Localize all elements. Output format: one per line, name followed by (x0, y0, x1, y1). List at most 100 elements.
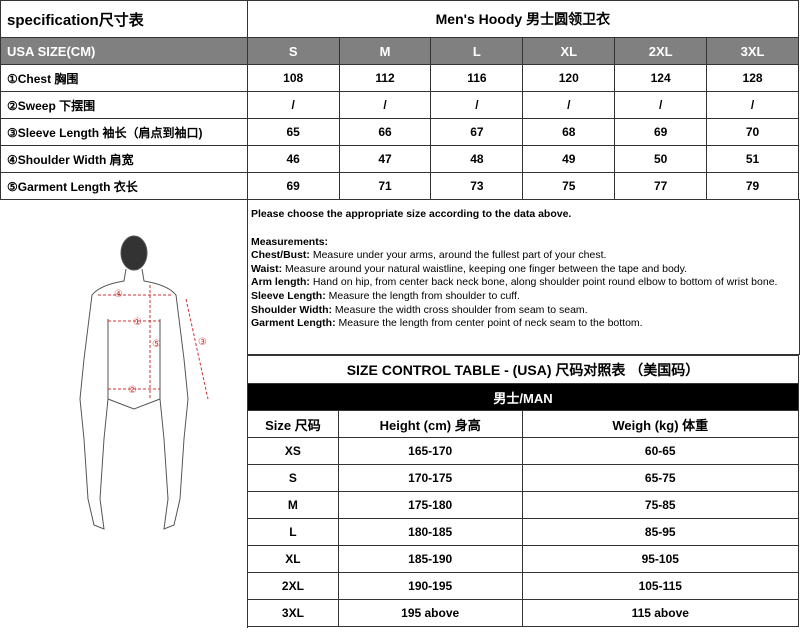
control-cell: 185-190 (337, 545, 523, 573)
control-cell: 195 above (337, 599, 523, 627)
spec-title: specification尺寸表 (0, 0, 248, 38)
control-cell: 165-170 (337, 437, 523, 465)
note-term: Sleeve Length: (251, 289, 326, 302)
note-item: Garment Length: Measure the length from … (251, 317, 796, 331)
row-value: 73 (430, 172, 524, 200)
table-row: S 170-175 65-75 (247, 464, 800, 492)
note-text: Measure the length from shoulder to cuff… (325, 289, 520, 302)
control-header: Size 尺码 (247, 410, 339, 438)
row-value: 71 (338, 172, 432, 200)
control-cell: 2XL (247, 572, 339, 600)
size-header-L: L (430, 37, 524, 65)
note-term: Chest/Bust: (251, 249, 310, 262)
control-cell: 180-185 (337, 518, 523, 546)
control-header: Weigh (kg) 体重 (521, 410, 800, 438)
size-header-XL: XL (522, 37, 616, 65)
note-item: Chest/Bust: Measure under your arms, aro… (251, 249, 796, 263)
row-value: 48 (430, 145, 524, 173)
row-value: / (338, 91, 432, 119)
table-row: ④Shoulder Width 肩宽 46 47 48 49 50 51 (0, 145, 799, 173)
control-cell: XL (247, 545, 339, 573)
table-row: ③Sleeve Length 袖长（肩点到袖口) 65 66 67 68 69 70 (0, 118, 799, 146)
control-cell: 95-105 (521, 545, 800, 573)
control-cell: XS (247, 437, 339, 465)
table-row: 3XL 195 above 115 above (247, 599, 800, 627)
row-value: / (706, 91, 799, 119)
control-cell: 175-180 (337, 491, 523, 519)
note-text: Measure around your natural waistline, k… (282, 262, 688, 275)
row-value: 70 (706, 118, 799, 146)
note-item: Sleeve Length: Measure the length from s… (251, 290, 796, 304)
size-header-3XL: 3XL (706, 37, 799, 65)
row-value: 67 (430, 118, 524, 146)
row-label: ④Shoulder Width 肩宽 (0, 145, 248, 173)
row-value: 46 (246, 145, 340, 173)
control-cell: 115 above (521, 599, 800, 627)
row-value: 112 (338, 64, 432, 92)
size-header-2XL: 2XL (614, 37, 708, 65)
control-group: 男士/MAN (247, 383, 799, 411)
control-cell: 60-65 (521, 437, 800, 465)
row-value: 51 (706, 145, 799, 173)
row-label: ⑤Garment Length 衣长 (0, 172, 248, 200)
size-header-M: M (338, 37, 432, 65)
control-title: SIZE CONTROL TABLE - (USA) 尺码对照表 （美国码） (247, 355, 799, 384)
note-text: Measure under your arms, around the full… (309, 249, 607, 262)
control-cell: M (247, 491, 339, 519)
row-value: 75 (522, 172, 616, 200)
marker-3: ③ (198, 337, 207, 348)
table-row: 2XL 190-195 105-115 (247, 572, 800, 600)
row-label: ③Sleeve Length 袖长（肩点到袖口) (0, 118, 248, 146)
control-cell: 105-115 (521, 572, 800, 600)
table-row: XS 165-170 60-65 (247, 437, 800, 465)
control-cell: 3XL (247, 599, 339, 627)
row-label: ②Sweep 下摆围 (0, 91, 248, 119)
control-cell: S (247, 464, 339, 492)
row-value: 77 (614, 172, 708, 200)
row-value: 68 (522, 118, 616, 146)
note-item: Arm length: Hand on hip, from center bac… (251, 276, 796, 290)
row-value: 79 (706, 172, 799, 200)
table-row: L 180-185 85-95 (247, 518, 800, 546)
marker-2: ② (128, 385, 137, 396)
row-label: ①Chest 胸围 (0, 64, 248, 92)
table-row: ①Chest 胸围 108 112 116 120 124 128 (0, 64, 799, 92)
size-header-S: S (246, 37, 340, 65)
notes-intro: Please choose the appropriate size accor… (251, 208, 572, 220)
row-value: 116 (430, 64, 524, 92)
marker-1: ① (133, 317, 142, 328)
row-value: 120 (522, 64, 616, 92)
row-value: / (246, 91, 340, 119)
measurement-notes: Please choose the appropriate size accor… (247, 199, 800, 355)
table-row: XL 185-190 95-105 (247, 545, 800, 573)
row-value: / (522, 91, 616, 119)
row-value: 47 (338, 145, 432, 173)
note-term: Arm length: (251, 276, 310, 289)
table-row: M 175-180 75-85 (247, 491, 800, 519)
row-value: / (614, 91, 708, 119)
row-value: / (430, 91, 524, 119)
row-value: 108 (246, 64, 340, 92)
row-value: 128 (706, 64, 799, 92)
row-value: 69 (614, 118, 708, 146)
note-item: Shoulder Width: Measure the width cross … (251, 304, 796, 318)
control-cell: 65-75 (521, 464, 800, 492)
marker-5: ⑤ (152, 339, 161, 350)
row-value: 65 (246, 118, 340, 146)
note-term: Shoulder Width: (251, 303, 332, 316)
notes-heading: Measurements: (251, 235, 329, 248)
marker-4: ④ (114, 289, 123, 300)
note-text: Hand on hip, from center back neck bone,… (309, 276, 778, 289)
size-control-table: SIZE CONTROL TABLE - (USA) 尺码对照表 （美国码） 男… (247, 355, 800, 627)
control-cell: 170-175 (337, 464, 523, 492)
control-header: Height (cm) 身高 (337, 410, 523, 438)
note-text: Measure the width cross shoulder from se… (331, 303, 588, 316)
row-value: 66 (338, 118, 432, 146)
note-term: Garment Length: (251, 317, 336, 330)
header-label: USA SIZE(CM) (0, 37, 248, 65)
table-row: ②Sweep 下摆围 / / / / / / (0, 91, 799, 119)
specification-table: specification尺寸表 Men's Hoody 男士圆领卫衣 USA … (0, 0, 800, 200)
row-value: 69 (246, 172, 340, 200)
note-term: Waist: (251, 262, 283, 275)
control-cell: 75-85 (521, 491, 800, 519)
